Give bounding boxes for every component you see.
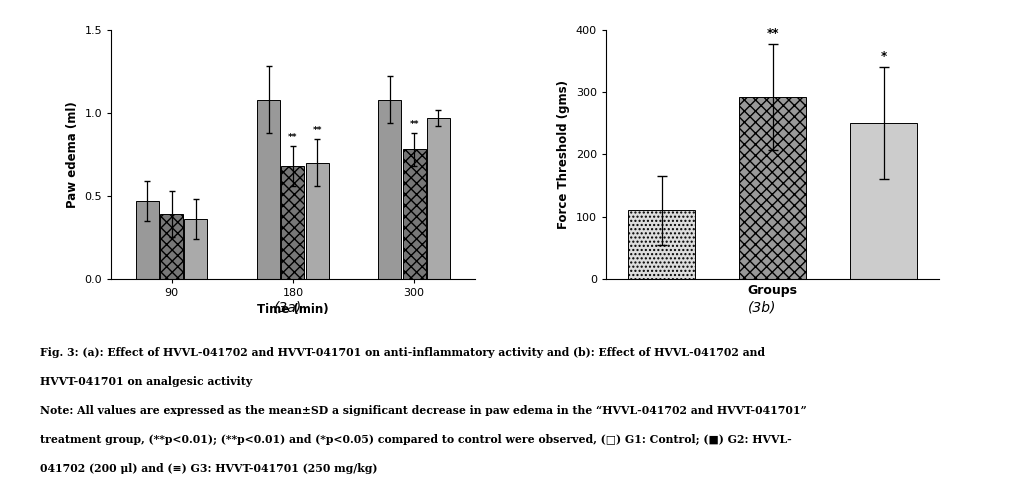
X-axis label: Time (min): Time (min)	[258, 303, 328, 316]
Text: Fig. 3: (a): Effect of HVVL-041702 and HVVT-041701 on anti-inflammatory activity: Fig. 3: (a): Effect of HVVL-041702 and H…	[40, 347, 766, 358]
Bar	[850, 124, 917, 279]
Bar	[427, 118, 449, 279]
X-axis label: Groups: Groups	[747, 284, 798, 297]
Text: *: *	[881, 50, 887, 64]
Text: HVVT-041701 on analgesic activity: HVVT-041701 on analgesic activity	[40, 376, 252, 387]
Text: 041702 (200 μl) and (≡) G3: HVVT-041701 (250 mg/kg): 041702 (200 μl) and (≡) G3: HVVT-041701 …	[40, 463, 378, 474]
Bar	[379, 100, 401, 279]
Y-axis label: Force Threshold (gms): Force Threshold (gms)	[558, 80, 571, 229]
Text: Note: All values are expressed as the mean±SD a significant decrease in paw edem: Note: All values are expressed as the me…	[40, 405, 807, 416]
Text: (3a): (3a)	[274, 300, 302, 314]
Text: (3b): (3b)	[748, 300, 777, 314]
Bar	[185, 219, 207, 279]
Bar	[161, 214, 183, 279]
Bar	[403, 149, 425, 279]
Bar	[739, 97, 806, 279]
Text: **: **	[312, 126, 322, 135]
Bar	[136, 201, 159, 279]
Bar	[258, 100, 280, 279]
Y-axis label: Paw edema (ml): Paw edema (ml)	[66, 101, 79, 208]
Text: treatment group, (**p<0.01); (**p<0.01) and (*p<0.05) compared to control were o: treatment group, (**p<0.01); (**p<0.01) …	[40, 434, 792, 445]
Bar	[306, 163, 328, 279]
Text: **: **	[409, 120, 419, 128]
Bar	[282, 166, 304, 279]
Bar	[628, 210, 695, 279]
Text: **: **	[288, 133, 298, 142]
Text: **: **	[767, 27, 779, 40]
